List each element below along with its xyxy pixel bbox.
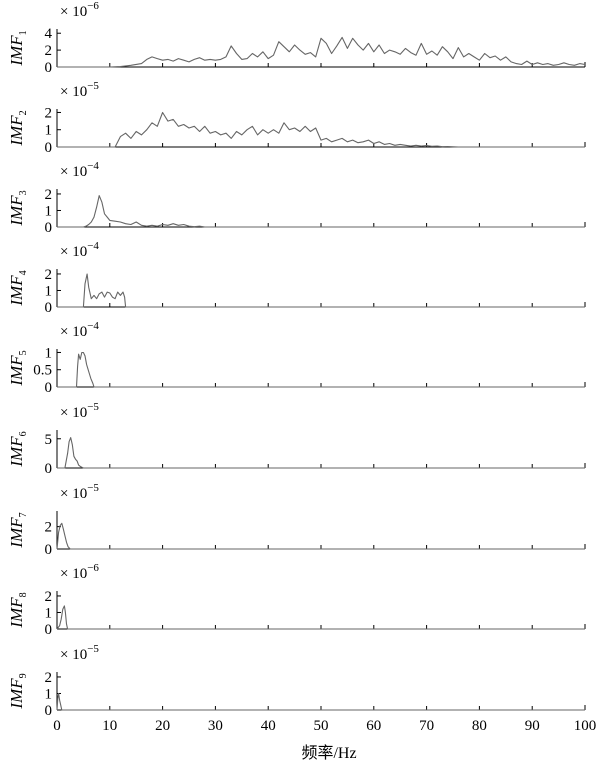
imf3-scale-multiplier: × 10−4 — [60, 160, 99, 180]
imf5-scale-multiplier: × 10−4 — [60, 320, 99, 340]
imf4-y-label: IMF4 — [7, 270, 29, 306]
imf1-y-tick-label: 2 — [45, 43, 53, 59]
imf6-y-tick-label: 5 — [45, 432, 53, 448]
x-tick-label: 20 — [155, 718, 170, 734]
imf1-y-tick-label: 0 — [45, 60, 53, 76]
imf2-y-tick-label: 1 — [45, 123, 53, 139]
imf9-y-tick-label: 0 — [45, 703, 53, 719]
x-tick-label: 70 — [419, 718, 434, 734]
imf9-y-tick-label: 1 — [45, 686, 53, 702]
imf4-y-tick-label: 0 — [45, 300, 53, 316]
imf9-y-tick-label: 2 — [45, 670, 53, 686]
x-tick-label: 10 — [102, 718, 117, 734]
imf5-y-tick-label: 0.5 — [33, 363, 52, 379]
imf8-y-tick-label: 1 — [45, 605, 53, 621]
x-tick-label: 90 — [525, 718, 540, 734]
imf6-scale-multiplier: × 10−5 — [60, 401, 99, 421]
imf6-y-label: IMF6 — [7, 431, 29, 467]
imf7-spectrum-line — [56, 522, 585, 550]
imf8-y-label: IMF8 — [7, 592, 29, 628]
imf5-y-label: IMF5 — [7, 350, 29, 386]
imf3-y-tick-label: 0 — [45, 220, 53, 236]
x-tick-label: 60 — [366, 718, 381, 734]
imf1-scale-multiplier: × 10−6 — [60, 0, 99, 20]
x-tick-label: 40 — [261, 718, 276, 734]
imf7-y-tick-label: 0 — [45, 542, 53, 558]
imf2-y-label: IMF2 — [7, 110, 29, 146]
imf6-y-tick-label: 0 — [45, 461, 53, 477]
imf4-scale-multiplier: × 10−4 — [60, 240, 99, 260]
imf3-spectrum-line — [57, 195, 585, 228]
imf4-y-tick-label: 1 — [45, 283, 53, 299]
imf4-spectrum-line — [57, 273, 585, 308]
imf3-y-tick-label: 2 — [45, 187, 53, 203]
imf5-y-tick-label: 0 — [45, 380, 53, 396]
x-tick-label: 50 — [314, 718, 329, 734]
imf1-y-label: IMF1 — [7, 30, 29, 66]
imf8-spectrum-line — [56, 605, 585, 630]
imf7-y-tick-label: 2 — [45, 520, 53, 536]
imf4-y-tick-label: 2 — [45, 267, 53, 283]
imf8-scale-multiplier: × 10−6 — [60, 562, 99, 582]
imf8-y-tick-label: 2 — [45, 589, 53, 605]
imf7-scale-multiplier: × 10−5 — [60, 482, 99, 502]
imf5-spectrum-line — [57, 351, 585, 388]
imf1-y-tick-label: 4 — [45, 26, 53, 42]
x-axis-label: 频率/Hz — [301, 744, 356, 762]
imf8-y-tick-label: 0 — [45, 622, 53, 638]
x-tick-label: 100 — [574, 718, 597, 734]
imf1-spectrum-line — [57, 36, 586, 68]
imf5-y-tick-label: 1 — [45, 345, 53, 361]
imf6-spectrum-line — [57, 437, 585, 469]
imf2-y-tick-label: 0 — [45, 140, 53, 156]
x-tick-label: 30 — [208, 718, 223, 734]
imf2-y-tick-label: 2 — [45, 105, 53, 121]
imf9-y-label: IMF9 — [7, 673, 29, 709]
imf2-spectrum-line — [57, 111, 585, 148]
imf7-y-label: IMF7 — [7, 512, 29, 548]
imf3-y-tick-label: 1 — [45, 203, 53, 219]
imf9-spectrum-line — [56, 692, 585, 711]
imf2-scale-multiplier: × 10−5 — [60, 80, 99, 100]
x-tick-label: 0 — [53, 718, 61, 734]
imf3-y-label: IMF3 — [7, 190, 29, 226]
imf9-scale-multiplier: × 10−5 — [60, 643, 99, 663]
x-tick-label: 80 — [472, 718, 487, 734]
